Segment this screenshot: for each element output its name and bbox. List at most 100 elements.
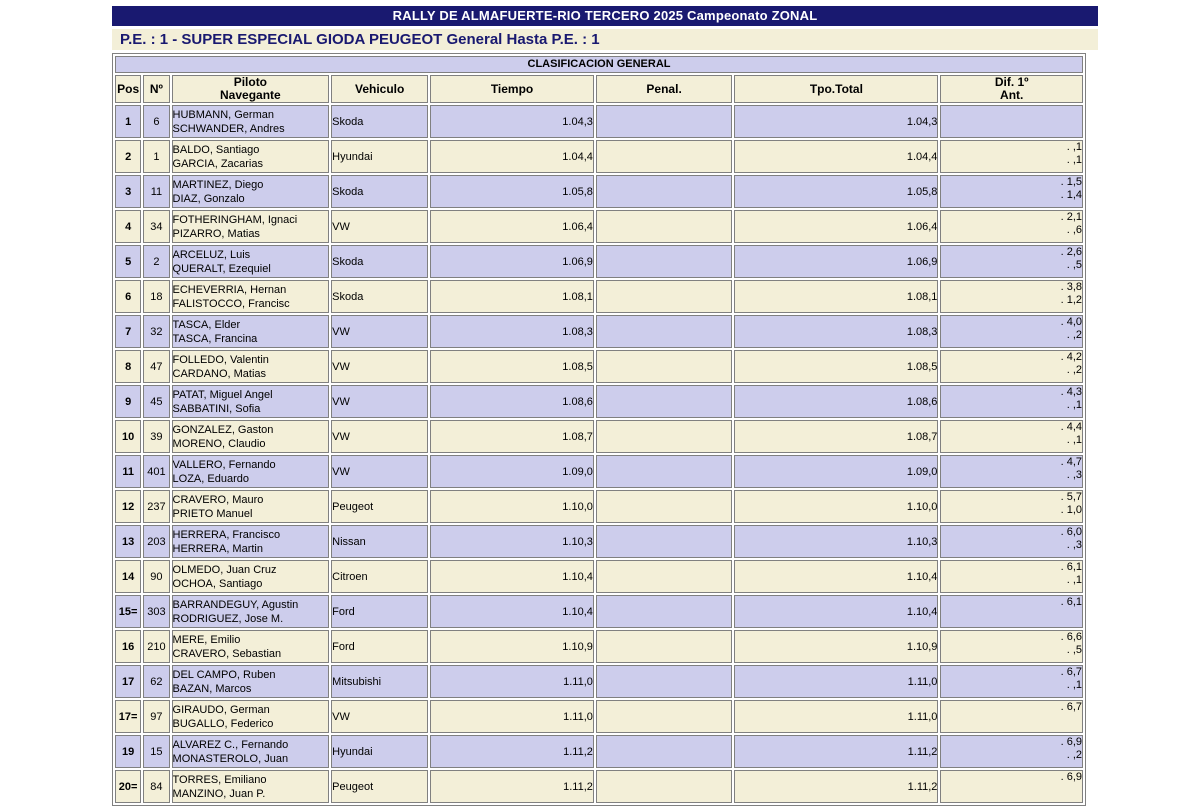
cell-pilot: HERRERA, Francisco HERRERA, Martin (171, 525, 330, 558)
cell-num: 62 (143, 665, 170, 698)
section-header: CLASIFICACION GENERAL (115, 56, 1083, 73)
cell-num: 401 (143, 455, 170, 488)
table-row: 7 32 TASCA, Elder TASCA, Francina VW 1.08,3 1.… (115, 315, 1083, 348)
cell-penalty (595, 420, 733, 453)
cell-vehicle: Hyundai (331, 735, 429, 768)
cell-num: 210 (143, 630, 170, 663)
cell-pilot: OLMEDO, Juan Cruz OCHOA, Santiago (171, 560, 330, 593)
cell-time: 1.10,4 (430, 560, 594, 593)
cell-num: 237 (143, 490, 170, 523)
cell-penalty (595, 560, 733, 593)
cell-pilot: BARRANDEGUY, Agustin RODRIGUEZ, Jose M. (171, 595, 330, 628)
cell-pos: 9 (115, 385, 142, 418)
results-page: RALLY DE ALMAFUERTE-RIO TERCERO 2025 Cam… (112, 6, 1098, 806)
cell-penalty (595, 700, 733, 733)
cell-vehicle: Skoda (331, 105, 429, 138)
cell-time: 1.04,4 (430, 140, 594, 173)
cell-vehicle: Ford (331, 595, 429, 628)
cell-dif: . 6,9. ,2 (940, 735, 1083, 768)
cell-dif: . 3,8. 1,2 (940, 280, 1083, 313)
cell-num: 84 (143, 770, 170, 803)
cell-time: 1.11,2 (430, 735, 594, 768)
cell-num: 32 (143, 315, 170, 348)
cell-vehicle: Ford (331, 630, 429, 663)
cell-dif: . ,1. ,1 (940, 140, 1083, 173)
cell-penalty (595, 385, 733, 418)
cell-dif: . 2,6. ,5 (940, 245, 1083, 278)
cell-penalty (595, 315, 733, 348)
table-row: 3 11 MARTINEZ, Diego DIAZ, Gonzalo Skoda 1.05… (115, 175, 1083, 208)
section-header-row: CLASIFICACION GENERAL (115, 56, 1083, 73)
cell-penalty (595, 490, 733, 523)
col-header-penalty: Penal. (595, 75, 733, 103)
cell-penalty (595, 630, 733, 663)
cell-vehicle: VW (331, 700, 429, 733)
cell-time: 1.09,0 (430, 455, 594, 488)
table-row: 13 203 HERRERA, Francisco HERRERA, Martin Ni… (115, 525, 1083, 558)
stage-subtitle-bar: P.E. : 1 - SUPER ESPECIAL GIODA PEUGEOT … (112, 29, 1098, 50)
cell-time: 1.06,4 (430, 210, 594, 243)
table-row: 9 45 PATAT, Miguel Angel SABBATINI, Sofia VW… (115, 385, 1083, 418)
cell-time: 1.10,3 (430, 525, 594, 558)
col-header-vehicle: Vehiculo (331, 75, 429, 103)
cell-dif: . 6,1. ,1 (940, 560, 1083, 593)
cell-penalty (595, 595, 733, 628)
cell-vehicle: VW (331, 315, 429, 348)
cell-pilot: ARCELUZ, Luis QUERALT, Ezequiel (171, 245, 330, 278)
cell-time: 1.08,3 (430, 315, 594, 348)
table-row: 17= 97 GIRAUDO, German BUGALLO, Federico VW 1… (115, 700, 1083, 733)
col-header-num: Nº (143, 75, 170, 103)
cell-total: 1.04,4 (734, 140, 939, 173)
cell-total: 1.10,0 (734, 490, 939, 523)
cell-vehicle: Mitsubishi (331, 665, 429, 698)
cell-time: 1.06,9 (430, 245, 594, 278)
cell-penalty (595, 105, 733, 138)
event-title: RALLY DE ALMAFUERTE-RIO TERCERO 2025 Cam… (392, 8, 818, 23)
cell-vehicle: VW (331, 455, 429, 488)
cell-vehicle: Skoda (331, 175, 429, 208)
cell-pos: 3 (115, 175, 142, 208)
cell-pilot: DEL CAMPO, Ruben BAZAN, Marcos (171, 665, 330, 698)
cell-num: 47 (143, 350, 170, 383)
cell-dif: . 4,0. ,2 (940, 315, 1083, 348)
col-header-pilot: Piloto Navegante (171, 75, 330, 103)
cell-vehicle: Citroen (331, 560, 429, 593)
table-row: 17 62 DEL CAMPO, Ruben BAZAN, Marcos Mitsubi… (115, 665, 1083, 698)
cell-vehicle: VW (331, 420, 429, 453)
table-row: 8 47 FOLLEDO, Valentin CARDANO, Matias VW 1.0… (115, 350, 1083, 383)
cell-penalty (595, 665, 733, 698)
cell-num: 39 (143, 420, 170, 453)
cell-pilot: ALVAREZ C., Fernando MONASTEROLO, Juan (171, 735, 330, 768)
cell-num: 34 (143, 210, 170, 243)
cell-num: 18 (143, 280, 170, 313)
cell-vehicle: VW (331, 385, 429, 418)
table-row: 11 401 VALLERO, Fernando LOZA, Eduardo VW 1.0… (115, 455, 1083, 488)
cell-total: 1.11,0 (734, 665, 939, 698)
cell-dif: . 5,7. 1,0 (940, 490, 1083, 523)
cell-time: 1.11,0 (430, 665, 594, 698)
cell-time: 1.08,1 (430, 280, 594, 313)
cell-penalty (595, 525, 733, 558)
table-row: 16 210 MERE, Emilio CRAVERO, Sebastian Ford 1… (115, 630, 1083, 663)
cell-total: 1.11,0 (734, 700, 939, 733)
cell-penalty (595, 175, 733, 208)
cell-vehicle: Peugeot (331, 490, 429, 523)
cell-vehicle: Skoda (331, 280, 429, 313)
cell-dif: . 4,7. ,3 (940, 455, 1083, 488)
cell-pos: 20= (115, 770, 142, 803)
cell-total: 1.08,6 (734, 385, 939, 418)
cell-total: 1.08,7 (734, 420, 939, 453)
cell-vehicle: Peugeot (331, 770, 429, 803)
cell-dif: . 6,7 (940, 700, 1083, 733)
cell-total: 1.11,2 (734, 735, 939, 768)
cell-pos: 8 (115, 350, 142, 383)
cell-penalty (595, 350, 733, 383)
table-row: 1 6 HUBMANN, German SCHWANDER, Andres Skoda 1… (115, 105, 1083, 138)
cell-pilot: GONZALEZ, Gaston MORENO, Claudio (171, 420, 330, 453)
cell-pos: 10 (115, 420, 142, 453)
cell-total: 1.06,4 (734, 210, 939, 243)
table-row: 12 237 CRAVERO, Mauro PRIETO Manuel Peugeot 1… (115, 490, 1083, 523)
cell-penalty (595, 770, 733, 803)
cell-pos: 17= (115, 700, 142, 733)
cell-pos: 5 (115, 245, 142, 278)
